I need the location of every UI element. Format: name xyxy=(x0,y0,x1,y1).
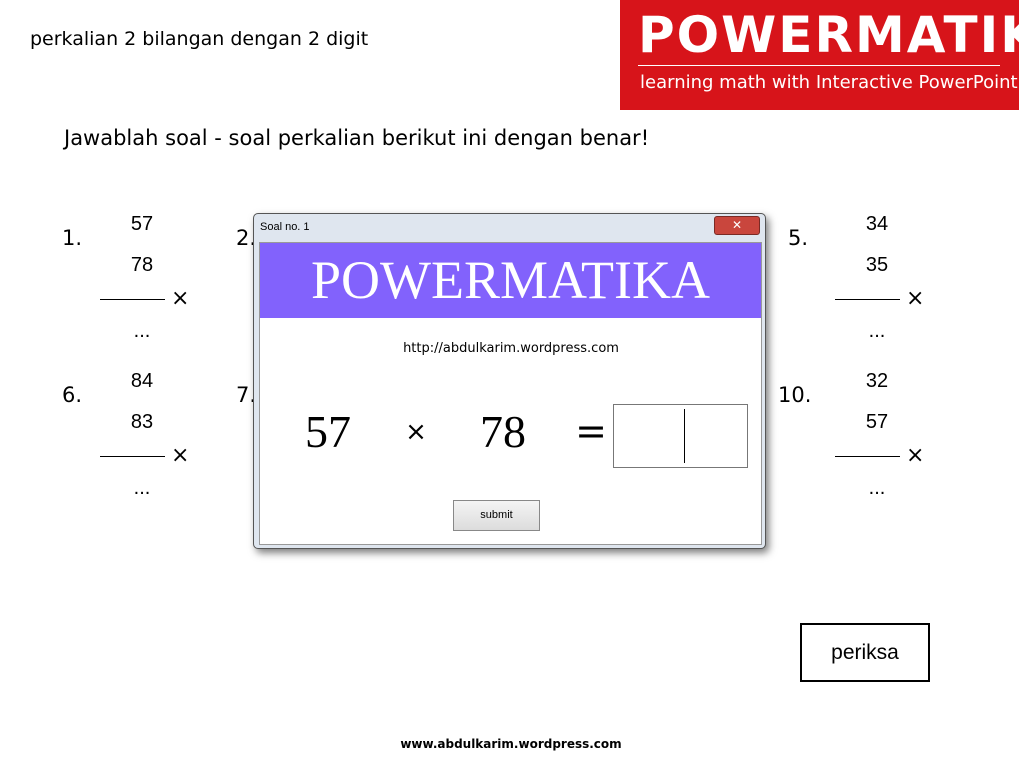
operand-b: 83 xyxy=(130,411,154,433)
operator: × xyxy=(906,443,925,468)
problem-number: 1. xyxy=(62,226,83,250)
logo: POWERMATIKA learning math with Interacti… xyxy=(620,0,1019,110)
operator: × xyxy=(906,286,925,311)
underline xyxy=(835,299,900,300)
equals: = xyxy=(575,409,607,453)
answer: ... xyxy=(133,477,151,499)
dialog-body: POWERMATIKA http://abdulkarim.wordpress.… xyxy=(259,242,762,545)
answer-input[interactable] xyxy=(613,404,748,468)
answer: ... xyxy=(868,477,886,499)
footer: www.abdulkarim.wordpress.com xyxy=(400,737,622,751)
operand-b: 35 xyxy=(865,254,889,276)
operand-a: 84 xyxy=(130,370,154,392)
problem-number: 10. xyxy=(778,383,812,407)
operand-b: 57 xyxy=(865,411,889,433)
dialog-url: http://abdulkarim.wordpress.com xyxy=(403,341,619,356)
operand-a: 57 xyxy=(305,406,351,457)
answer: ... xyxy=(868,320,886,342)
problem-number: 2. xyxy=(236,226,257,250)
submit-button[interactable]: submit xyxy=(453,500,540,531)
dialog-window: Soal no. 1 ✕ POWERMATIKA http://abdulkar… xyxy=(253,213,766,549)
logo-rule xyxy=(638,65,1000,66)
logo-subtitle: learning math with Interactive PowerPoin… xyxy=(640,72,1018,93)
operator: × xyxy=(171,443,190,468)
check-button[interactable]: periksa xyxy=(800,623,930,682)
close-button[interactable]: ✕ xyxy=(714,216,760,235)
underline xyxy=(835,456,900,457)
operand-a: 32 xyxy=(865,370,889,392)
text-cursor xyxy=(684,409,685,463)
operand-b: 78 xyxy=(130,254,154,276)
underline xyxy=(100,456,165,457)
dialog-title: Soal no. 1 xyxy=(260,221,310,233)
operand-a: 34 xyxy=(865,213,889,235)
operator: × xyxy=(405,417,427,447)
operand-b: 78 xyxy=(480,406,526,457)
underline xyxy=(100,299,165,300)
header-title: perkalian 2 bilangan dengan 2 digit xyxy=(30,28,369,50)
operator: × xyxy=(171,286,190,311)
logo-title: POWERMATIKA xyxy=(638,6,1019,64)
dialog-banner: POWERMATIKA xyxy=(260,243,761,318)
problem-number: 6. xyxy=(62,383,83,407)
problem-number: 7. xyxy=(236,383,257,407)
problem-number: 5. xyxy=(788,226,809,250)
operand-a: 57 xyxy=(130,213,154,235)
answer: ... xyxy=(133,320,151,342)
instruction: Jawablah soal - soal perkalian berikut i… xyxy=(64,126,650,150)
